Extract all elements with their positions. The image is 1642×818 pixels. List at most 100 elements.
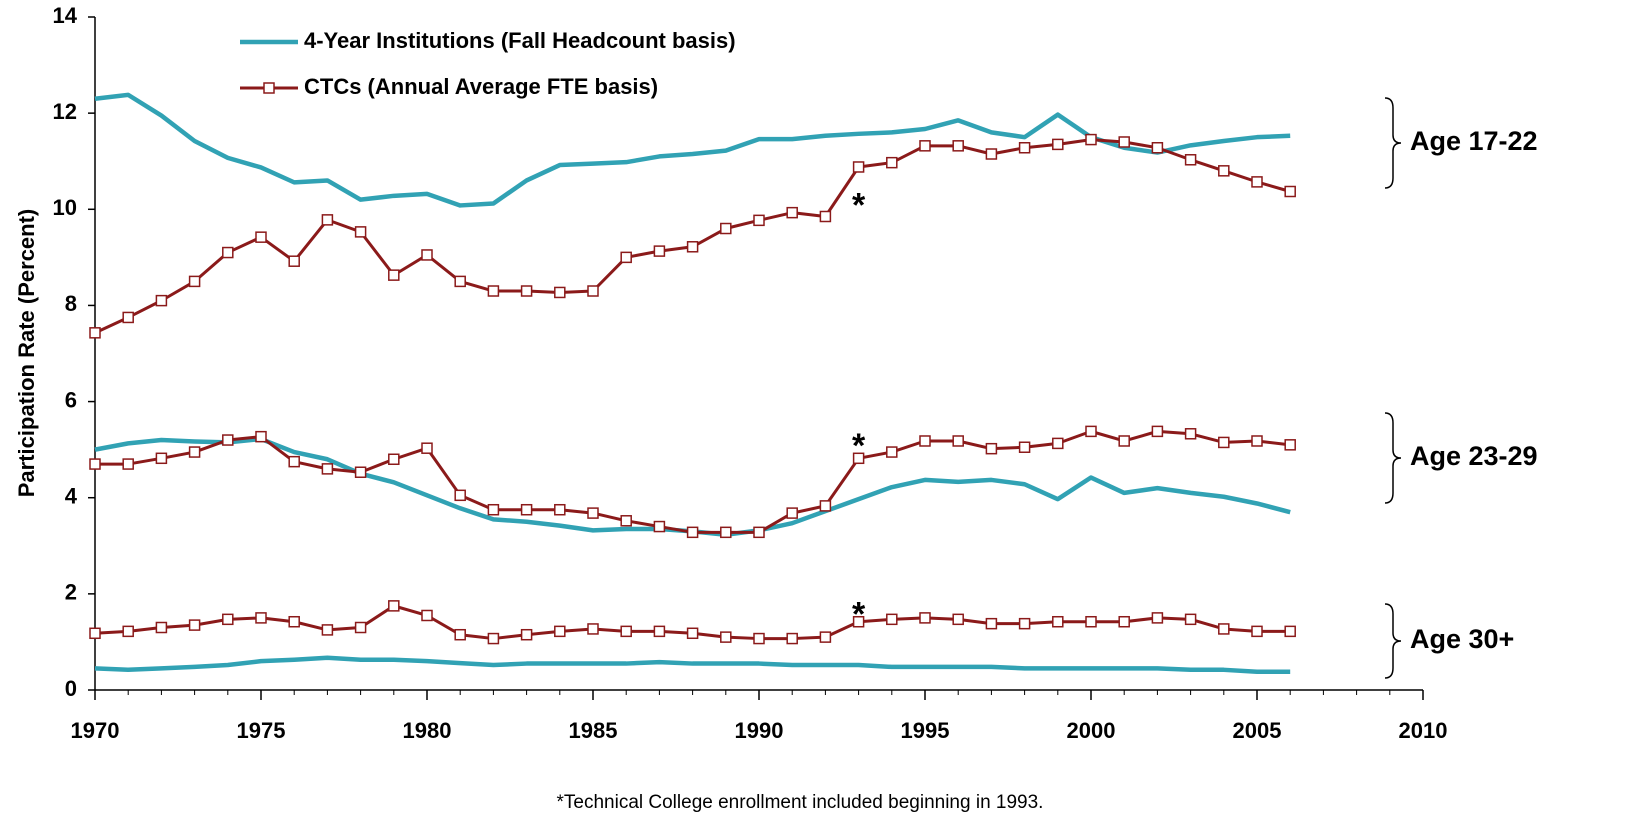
point-marker	[952, 435, 964, 447]
point-marker	[454, 489, 466, 502]
point-marker	[919, 435, 931, 447]
point-marker	[686, 526, 699, 539]
point-marker	[985, 148, 998, 160]
point-marker	[288, 615, 300, 628]
point-marker	[653, 245, 666, 257]
point-marker	[1018, 441, 1031, 453]
point-marker	[753, 214, 765, 227]
point-marker	[89, 458, 101, 470]
point-marker	[188, 275, 201, 288]
point-marker	[321, 463, 334, 475]
legend-label: 4-Year Institutions (Fall Headcount basi…	[304, 28, 736, 53]
point-marker	[122, 625, 134, 638]
point-marker	[1052, 615, 1064, 628]
point-marker	[388, 453, 400, 466]
point-marker	[155, 452, 168, 465]
point-marker	[686, 241, 699, 253]
point-marker	[554, 286, 566, 299]
point-marker	[554, 625, 566, 638]
point-marker	[1184, 154, 1197, 166]
point-marker	[587, 623, 599, 635]
point-marker	[1218, 436, 1230, 449]
point-marker	[1052, 437, 1064, 450]
legend-label: CTCs (Annual Average FTE basis)	[304, 74, 658, 99]
point-marker	[786, 507, 798, 519]
point-marker	[89, 627, 101, 640]
point-marker	[852, 615, 865, 628]
point-marker	[388, 269, 400, 281]
point-marker	[1118, 136, 1130, 148]
point-marker	[1151, 612, 1164, 624]
point-marker	[952, 613, 964, 626]
y-tick-label: 6	[65, 387, 77, 412]
point-marker	[919, 140, 931, 152]
point-marker	[1118, 435, 1130, 447]
point-marker	[89, 327, 101, 339]
series-line	[94, 92, 1291, 208]
y-tick-label: 4	[65, 484, 78, 509]
point-marker	[554, 503, 566, 516]
point-marker	[819, 631, 832, 643]
point-marker	[1284, 185, 1296, 198]
x-tick-label: 1990	[735, 718, 784, 743]
y-tick-label: 2	[65, 580, 77, 605]
point-marker	[520, 285, 533, 297]
point-marker	[487, 632, 500, 645]
point-marker	[288, 255, 300, 267]
point-marker	[686, 627, 699, 640]
point-marker	[188, 446, 201, 458]
point-marker	[122, 311, 134, 324]
point-marker	[753, 526, 765, 539]
point-marker	[1085, 425, 1097, 438]
annotation: *	[852, 595, 866, 633]
point-marker	[222, 613, 234, 626]
annotation: *	[852, 427, 866, 465]
point-marker	[1085, 133, 1097, 146]
point-marker	[886, 156, 898, 169]
y-tick-label: 14	[53, 3, 78, 28]
point-marker	[222, 434, 234, 446]
point-marker	[520, 503, 533, 516]
point-marker	[222, 246, 234, 259]
point-marker	[1018, 142, 1031, 154]
point-marker	[454, 628, 466, 641]
point-marker	[288, 455, 300, 468]
point-marker	[786, 206, 798, 219]
point-marker	[155, 294, 168, 307]
point-marker	[620, 625, 632, 638]
point-marker	[255, 612, 267, 624]
point-marker	[1184, 613, 1197, 626]
point-marker	[985, 442, 998, 455]
point-marker	[952, 140, 964, 152]
y-tick-label: 12	[53, 99, 77, 124]
point-marker	[1052, 138, 1064, 151]
point-marker	[1151, 425, 1164, 438]
point-marker	[753, 632, 765, 645]
x-tick-label: 1970	[71, 718, 120, 743]
x-tick-label: 2000	[1067, 718, 1116, 743]
point-marker	[1018, 617, 1031, 630]
point-marker	[520, 628, 533, 641]
x-tick-label: 2010	[1399, 718, 1448, 743]
point-marker	[919, 612, 931, 624]
x-tick-label: 1985	[569, 718, 618, 743]
point-marker	[122, 458, 134, 470]
point-marker	[1118, 615, 1130, 628]
group-label: Age 30+	[1410, 624, 1514, 654]
point-marker	[354, 621, 367, 634]
point-marker	[1251, 176, 1263, 188]
point-marker	[819, 210, 832, 223]
point-marker	[819, 500, 832, 512]
point-marker	[354, 466, 367, 478]
point-marker	[587, 285, 599, 297]
group-label: Age 17-22	[1410, 126, 1538, 156]
point-marker	[188, 619, 201, 631]
point-marker	[886, 446, 898, 458]
group-brace	[1384, 412, 1402, 504]
group-brace	[1384, 97, 1402, 189]
point-marker	[321, 214, 334, 226]
point-marker	[620, 515, 632, 527]
annotation: *	[852, 187, 866, 225]
y-tick-label: 10	[53, 195, 77, 220]
point-marker	[886, 613, 898, 626]
